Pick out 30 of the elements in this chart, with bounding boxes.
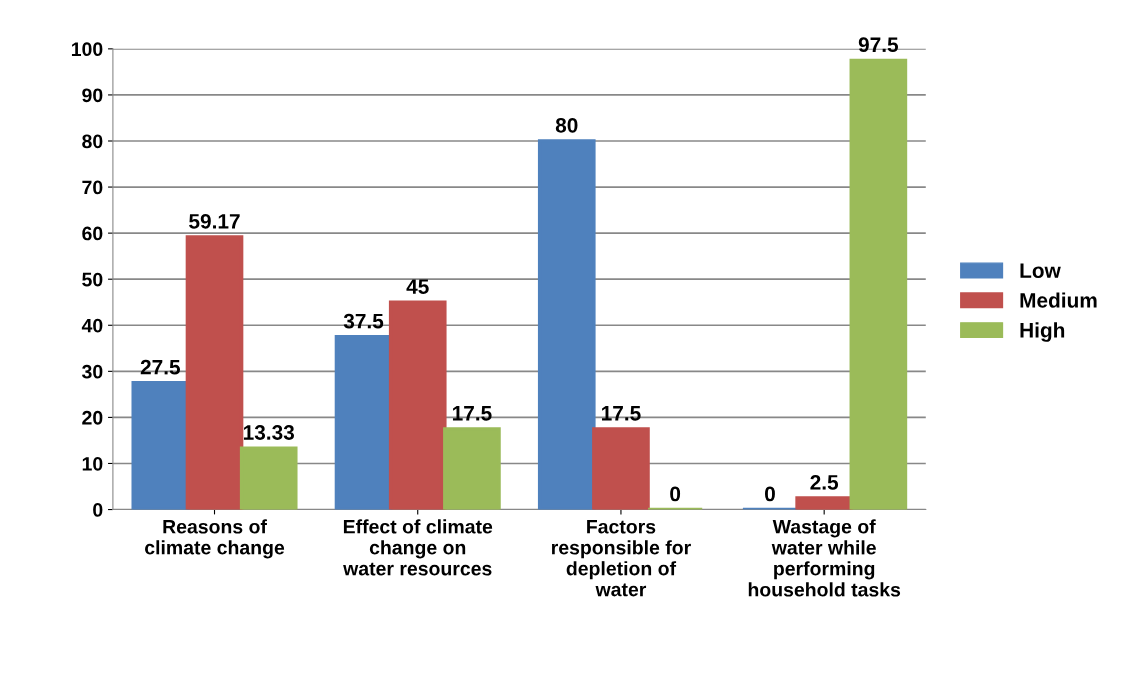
legend-label: Medium — [1020, 292, 1097, 308]
data-label: 2.5 — [810, 474, 839, 490]
y-tick-label: 70 — [82, 180, 103, 195]
data-label: 97.5 — [858, 37, 899, 53]
x-tick-label: Factors responsible for depletion of water — [552, 519, 691, 597]
x-tick-label: Effect of climate change on water resources — [343, 519, 493, 576]
y-tick-label: 0 — [93, 503, 103, 517]
y-tick-label: 20 — [82, 410, 103, 425]
legend-label: High — [1020, 322, 1065, 342]
data-label: 0 — [765, 486, 775, 502]
data-label: 27.5 — [140, 359, 181, 375]
x-tick-label: Wastage of water while performing household tasks — [748, 519, 901, 597]
y-tick-label: 50 — [82, 272, 103, 287]
y-tick-label: 30 — [82, 364, 103, 379]
x-tick-label: Reasons of climate change — [145, 519, 285, 559]
y-tick-label: 10 — [82, 456, 103, 471]
y-tick-label: 60 — [82, 226, 103, 241]
data-label: 37.5 — [343, 313, 384, 329]
y-tick-label: 80 — [82, 134, 103, 149]
y-tick-label: 40 — [81, 318, 103, 333]
data-label: 45 — [406, 279, 429, 294]
data-label: 80 — [555, 117, 578, 133]
y-tick-label: 90 — [82, 88, 103, 103]
legend-label: Low — [1020, 263, 1061, 278]
data-label: 59.17 — [189, 213, 240, 229]
data-label: 17.5 — [452, 406, 492, 421]
data-label: 0 — [670, 486, 681, 502]
data-label: 13.33 — [243, 425, 295, 440]
y-tick-label: 100 — [71, 42, 103, 57]
data-label: 17.5 — [601, 406, 641, 421]
